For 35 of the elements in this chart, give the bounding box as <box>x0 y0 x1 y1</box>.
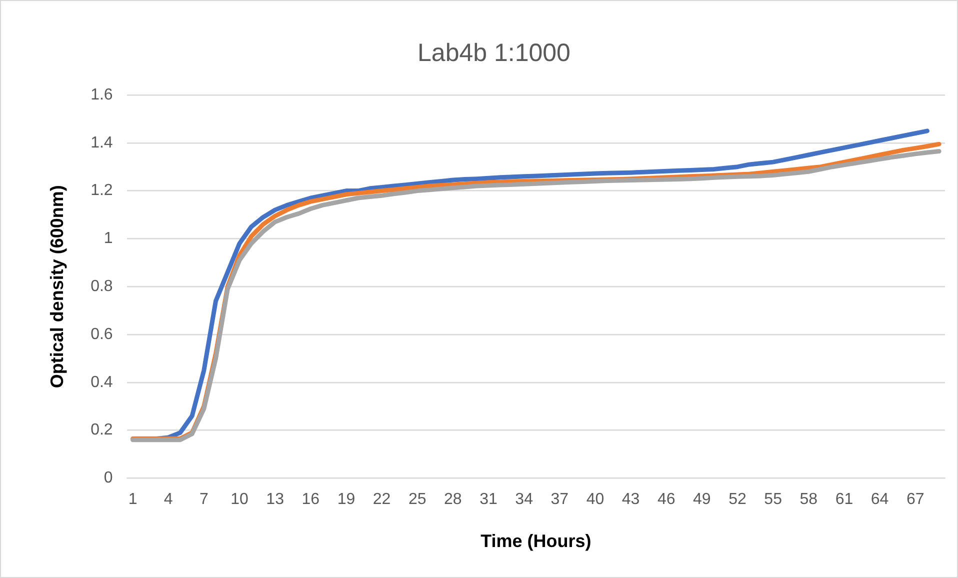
y-tick-label: 1 <box>104 230 113 248</box>
x-tick-label: 58 <box>800 491 818 508</box>
x-tick-label: 31 <box>480 491 498 508</box>
y-tick-label: 0 <box>104 470 113 487</box>
x-tick-label: 19 <box>337 491 356 508</box>
x-tick-label: 25 <box>408 491 426 508</box>
x-tick-label: 46 <box>657 491 676 508</box>
x-tick-label: 4 <box>164 491 173 508</box>
x-tick-label: 22 <box>372 491 391 508</box>
y-tick-label: 1.6 <box>90 86 113 104</box>
x-tick-label: 10 <box>230 491 248 508</box>
x-tick-label: 7 <box>199 491 208 508</box>
y-tick-label: 1.2 <box>90 182 113 200</box>
x-tick-label: 16 <box>302 491 320 508</box>
y-tick-label: 0.4 <box>90 374 113 391</box>
x-tick-label: 49 <box>693 491 711 508</box>
x-tick-label: 43 <box>622 491 640 508</box>
y-axis-title: Optical density (600nm) <box>46 185 67 388</box>
x-tick-label: 1 <box>128 491 138 508</box>
x-axis-title: Time (Hours) <box>480 531 592 552</box>
y-tick-label: 1.4 <box>90 134 113 152</box>
chart-title: Lab4b 1:1000 <box>418 38 570 67</box>
x-tick-label: 61 <box>835 491 854 508</box>
y-tick-label: 0.2 <box>90 422 113 439</box>
x-tick-label: 52 <box>728 491 746 508</box>
x-tick-label: 64 <box>870 491 889 508</box>
y-tick-label: 0.8 <box>90 278 113 296</box>
x-tick-label: 40 <box>586 491 604 508</box>
x-tick-label: 37 <box>550 491 569 508</box>
y-tick-label: 0.6 <box>90 326 113 343</box>
x-tick-label: 13 <box>266 491 284 508</box>
x-tick-label: 55 <box>764 491 782 508</box>
x-tick-label: 34 <box>515 491 534 508</box>
x-tick-label: 28 <box>444 491 462 508</box>
x-tick-label: 67 <box>906 491 924 508</box>
